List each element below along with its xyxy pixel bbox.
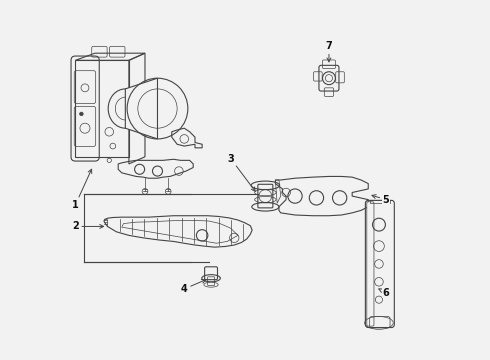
Polygon shape [125, 78, 157, 139]
Text: 3: 3 [227, 154, 255, 191]
Text: 4: 4 [181, 279, 206, 294]
Circle shape [79, 112, 83, 116]
Text: 2: 2 [72, 221, 103, 231]
Text: 6: 6 [379, 288, 390, 297]
FancyBboxPatch shape [367, 202, 374, 326]
FancyBboxPatch shape [74, 107, 96, 147]
Text: 1: 1 [72, 169, 92, 210]
FancyBboxPatch shape [74, 71, 96, 104]
Text: 7: 7 [325, 41, 332, 62]
Text: 5: 5 [372, 195, 390, 204]
